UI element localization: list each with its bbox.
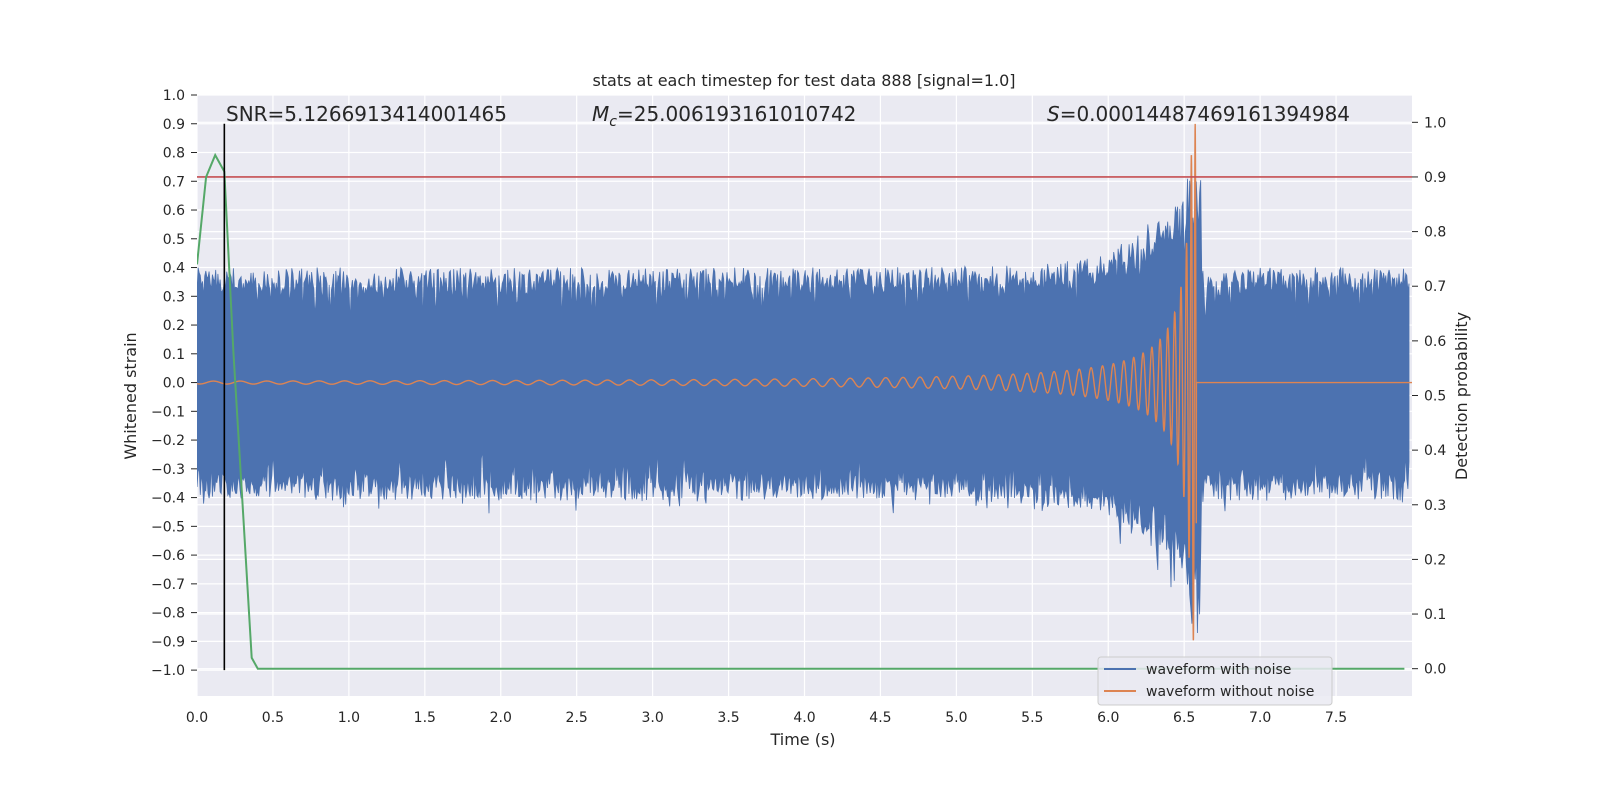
right-axis: 1.0 0.9 0.8 0.7 0.6 0.5 0.4 0.3 0.2 0.1 0.0 [1412, 115, 1446, 678]
y2-tick-label: 0.5 [1424, 389, 1446, 405]
legend-box [1097, 656, 1333, 706]
chart-title: stats at each timestep for test data 888… [592, 71, 1015, 90]
y2-tick-label: 0.6 [1424, 334, 1446, 350]
y2-tick-label: 0.3 [1424, 498, 1446, 514]
left-axis: 1.0 0.9 0.8 0.7 0.6 0.5 0.4 0.3 0.2 0.1 0.0 −0.1 −0.… [151, 88, 197, 679]
y-tick-label: −0.3 [151, 462, 185, 478]
y-tick-label: −0.9 [151, 634, 185, 650]
chirp-mass-symbol: M [592, 102, 609, 126]
y-tick-label: 0.1 [163, 347, 185, 363]
chirp-mass-value: =25.006193161010742 [617, 102, 856, 126]
x-tick-label: 2.5 [566, 710, 588, 726]
chirp-mass-annotation: Mc=25.006193161010742 [592, 102, 856, 130]
y-tick-label: −0.1 [151, 404, 185, 420]
y-tick-label: 0.7 [163, 174, 185, 190]
y-tick-label: −0.4 [151, 491, 185, 507]
snr-annotation: SNR=5.1266913414001465 [226, 102, 507, 126]
x-tick-label: 4.5 [869, 710, 891, 726]
legend: waveform with noise waveform without noi… [1097, 656, 1333, 706]
x-tick-label: 6.5 [1173, 710, 1195, 726]
y2-axis-label: Detection probability [1452, 312, 1471, 480]
y2-tick-label: 1.0 [1424, 115, 1446, 131]
x-tick-label: 0.0 [186, 710, 208, 726]
y2-tick-label: 0.0 [1424, 662, 1446, 678]
s-annotation: S=0.00014487469161394984 [1047, 102, 1350, 126]
waveform-without-noise-line [197, 123, 1412, 641]
s-value: =0.00014487469161394984 [1060, 102, 1350, 126]
x-tick-label: 4.0 [793, 710, 815, 726]
y-tick-label: 0.4 [163, 261, 185, 277]
x-tick-label: 5.5 [1021, 710, 1043, 726]
waveform-with-noise-line [197, 178, 1410, 634]
y-tick-label: 0.3 [163, 289, 185, 305]
y-tick-label: 0.2 [163, 318, 185, 334]
y-tick-label: 0.8 [163, 146, 185, 162]
y2-tick-label: 0.8 [1424, 225, 1446, 241]
y2-tick-label: 0.9 [1424, 170, 1446, 186]
x-tick-label: 7.0 [1249, 710, 1271, 726]
x-tick-label: 6.0 [1097, 710, 1119, 726]
x-axis-label: Time (s) [769, 730, 835, 749]
y-axis-label: Whitened strain [121, 332, 140, 459]
y-tick-label: 0.0 [163, 376, 185, 392]
x-tick-label: 0.5 [262, 710, 284, 726]
y-tick-label: −1.0 [151, 663, 185, 679]
y-tick-label: −0.6 [151, 548, 185, 564]
x-tick-label: 5.0 [945, 710, 967, 726]
y2-tick-label: 0.7 [1424, 279, 1446, 295]
y2-tick-label: 0.1 [1424, 607, 1446, 623]
y2-tick-label: 0.4 [1424, 443, 1446, 459]
y-tick-label: 0.6 [163, 203, 185, 219]
x-tick-label: 2.0 [490, 710, 512, 726]
chirp-mass-subscript: c [609, 114, 617, 130]
x-tick-label: 7.5 [1325, 710, 1347, 726]
x-tick-label: 1.0 [338, 710, 360, 726]
s-symbol: S [1047, 102, 1060, 126]
y-tick-label: 0.9 [163, 117, 185, 133]
x-axis: 0.0 0.5 1.0 1.5 2.0 2.5 3.0 3.5 4.0 4.5 5.0 5.5 6.0 6… [186, 710, 1347, 726]
y-tick-label: 0.5 [163, 232, 185, 248]
y-tick-label: −0.7 [151, 577, 185, 593]
legend-label-noisy: waveform with noise [1146, 662, 1291, 678]
x-tick-label: 1.5 [414, 710, 436, 726]
x-tick-label: 3.0 [641, 710, 663, 726]
detection-probability-line [197, 152, 1405, 670]
y-tick-label: 1.0 [163, 88, 185, 104]
legend-label-clean: waveform without noise [1146, 684, 1314, 700]
x-tick-label: 3.5 [717, 710, 739, 726]
y-tick-label: −0.2 [151, 433, 185, 449]
y-tick-label: −0.8 [151, 606, 185, 622]
y-tick-label: −0.5 [151, 519, 185, 535]
y2-tick-label: 0.2 [1424, 552, 1446, 568]
